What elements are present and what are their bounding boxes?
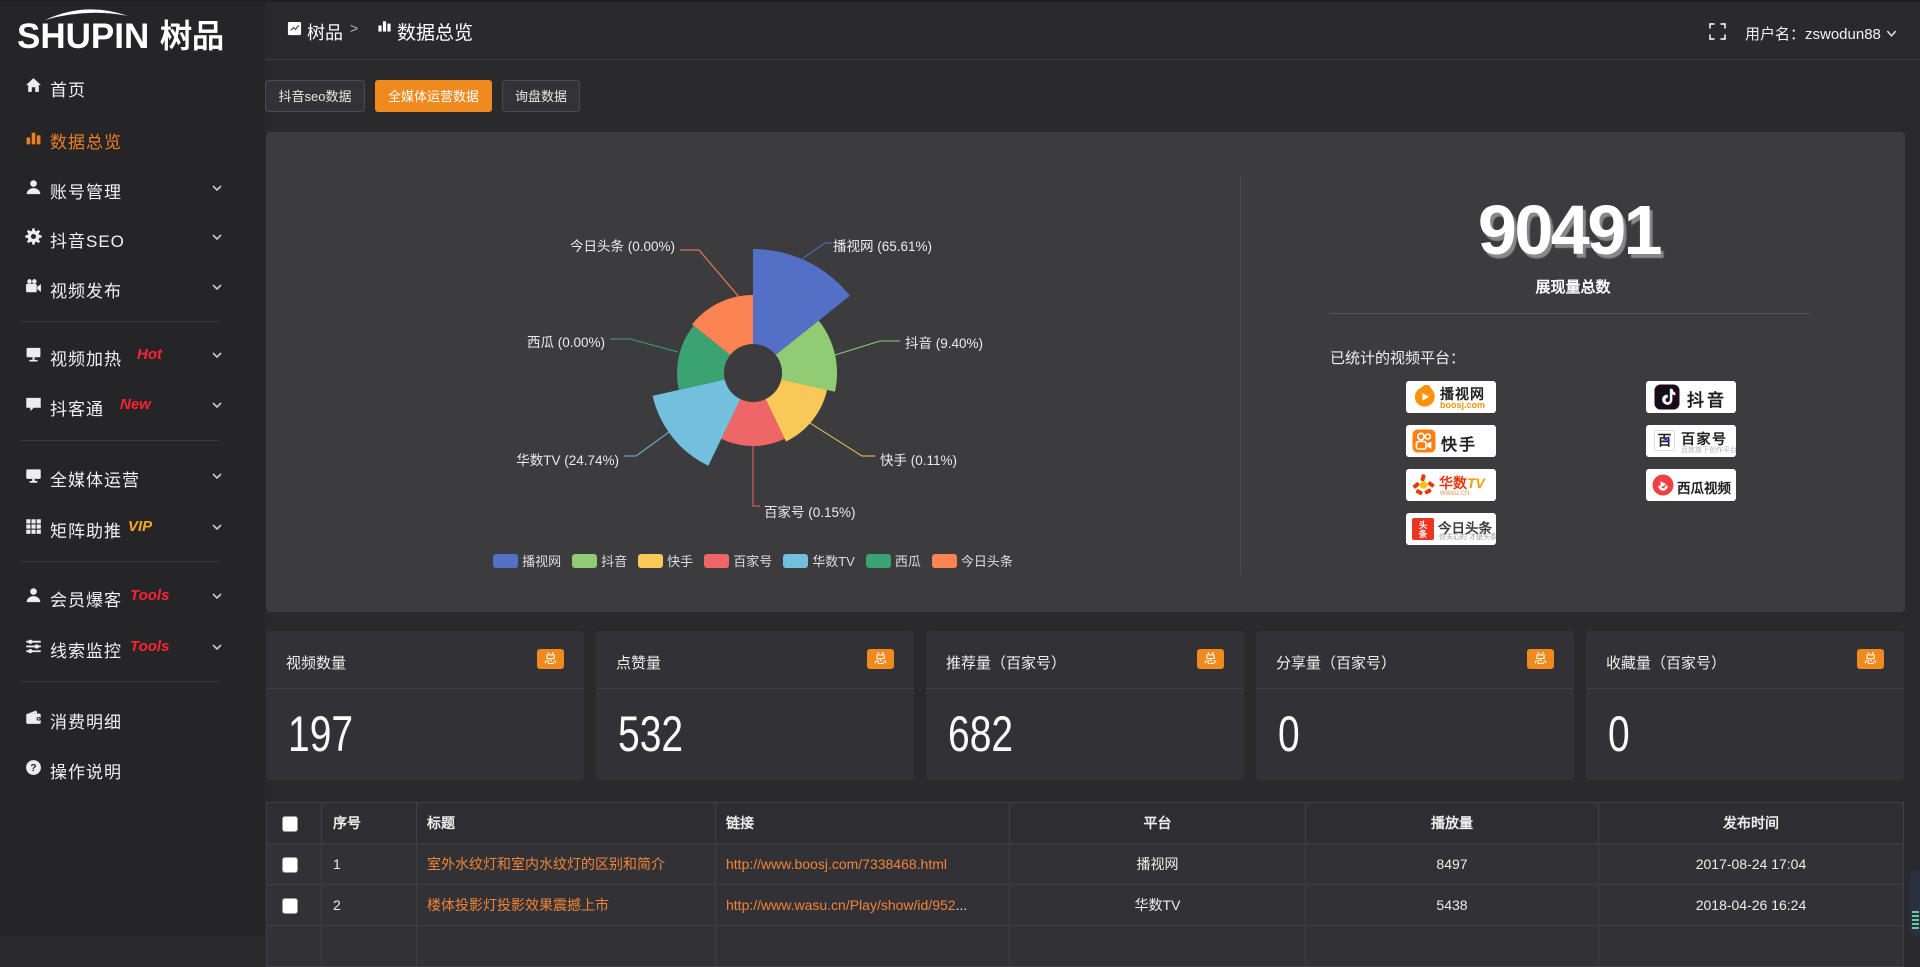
svg-text:SHUPIN: SHUPIN <box>17 17 149 56</box>
svg-text:树品: 树品 <box>160 18 224 54</box>
svg-text:百: 百 <box>1658 433 1672 449</box>
svg-text:头: 头 <box>1419 520 1428 530</box>
svg-text:?: ? <box>30 763 36 774</box>
svg-text:条: 条 <box>1419 529 1428 539</box>
